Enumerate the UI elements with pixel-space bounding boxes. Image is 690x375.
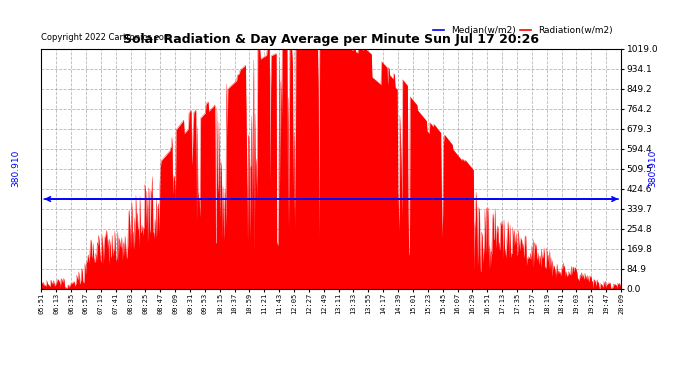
Legend: Median(w/m2), Radiation(w/m2): Median(w/m2), Radiation(w/m2) xyxy=(429,22,616,38)
Text: 380.910: 380.910 xyxy=(11,150,20,188)
Text: 380.910: 380.910 xyxy=(649,150,658,188)
Text: Copyright 2022 Cartronics.com: Copyright 2022 Cartronics.com xyxy=(41,33,172,42)
Title: Solar Radiation & Day Average per Minute Sun Jul 17 20:26: Solar Radiation & Day Average per Minute… xyxy=(124,33,539,46)
